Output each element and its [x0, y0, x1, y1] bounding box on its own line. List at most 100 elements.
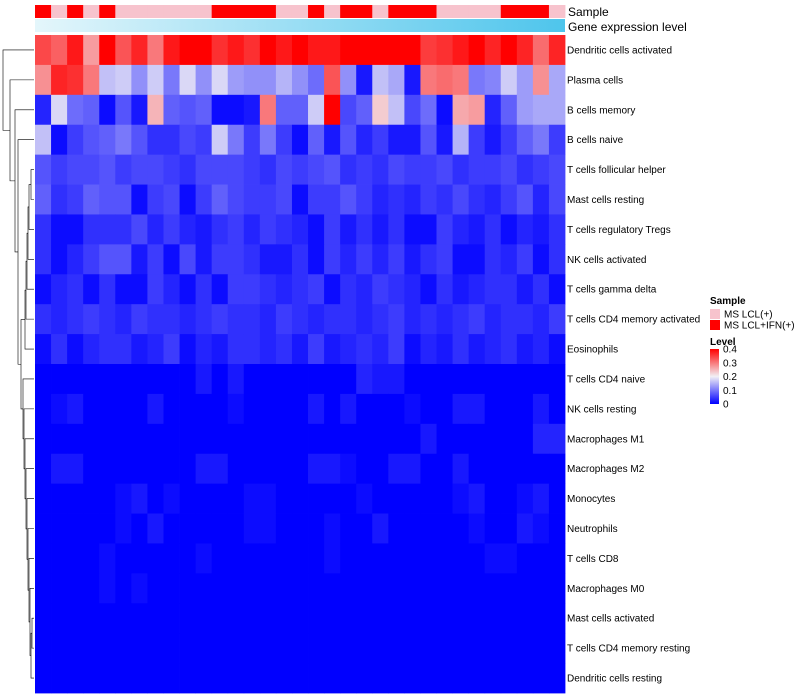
heatmap-cell — [388, 124, 405, 156]
heatmap-cell — [291, 633, 309, 664]
heatmap-cell — [243, 543, 261, 574]
heatmap-cell — [324, 423, 341, 455]
row-label: T cells CD8 — [567, 554, 619, 565]
heatmap-cell — [115, 603, 132, 634]
heatmap-cell — [179, 543, 197, 574]
heatmap-cell — [131, 244, 148, 275]
heatmap-cell — [179, 423, 197, 455]
heatmap-cell — [532, 633, 550, 664]
heatmap-cell — [340, 573, 357, 604]
heatmap-cell — [99, 543, 116, 574]
heatmap-cell — [532, 35, 550, 66]
heatmap-cell — [99, 453, 116, 485]
heatmap-cell — [291, 513, 309, 544]
heatmap-cell — [340, 184, 357, 215]
dendrogram-branch — [24, 289, 34, 350]
heatmap-cell — [324, 663, 341, 694]
heatmap-cell — [35, 184, 52, 215]
heatmap-cell — [340, 214, 357, 245]
heatmap-cell — [211, 453, 229, 485]
heatmap-cell — [179, 483, 197, 514]
heatmap-cell — [99, 184, 116, 215]
heatmap-cell — [67, 543, 84, 574]
heatmap-cell — [372, 214, 389, 245]
heatmap-cell — [452, 214, 470, 245]
heatmap-cell — [51, 334, 68, 365]
heatmap-cell — [324, 214, 341, 245]
heatmap-cell — [372, 364, 389, 395]
legend-swatch — [710, 309, 720, 319]
legend-level-tick: 0.3 — [723, 358, 737, 369]
heatmap-cell — [548, 483, 566, 514]
heatmap-cell — [115, 244, 132, 275]
heatmap-cell — [372, 184, 389, 215]
heatmap-cell — [420, 214, 437, 245]
heatmap-cell — [195, 244, 213, 275]
heatmap-cell — [179, 513, 197, 544]
heatmap-cell — [179, 603, 197, 634]
heatmap-cell — [83, 154, 100, 185]
heatmap-cell — [516, 274, 534, 305]
heatmap-cell — [275, 334, 293, 365]
heatmap-cell — [51, 364, 68, 395]
heatmap-cell — [404, 483, 421, 514]
heatmap-cell — [131, 633, 148, 664]
heatmap-cell — [115, 214, 132, 245]
heatmap-cell — [356, 64, 373, 96]
heatmap-cell — [372, 94, 389, 126]
heatmap-cell — [548, 663, 566, 694]
heatmap-cell — [211, 124, 229, 156]
heatmap-cell — [356, 334, 373, 365]
heatmap-cell — [388, 244, 405, 275]
heatmap-cell — [548, 513, 566, 544]
heatmap-cell — [35, 244, 52, 275]
heatmap-cell — [308, 543, 325, 574]
heatmap-cell — [227, 214, 245, 245]
heatmap-cell — [436, 244, 453, 275]
heatmap-cell — [516, 154, 534, 185]
heatmap-cell — [532, 214, 550, 245]
heatmap-cell — [51, 573, 68, 604]
heatmap-cell — [308, 274, 325, 305]
heatmap-cell — [436, 334, 453, 365]
heatmap-cell — [484, 633, 502, 664]
sample-annotation-cell — [516, 5, 534, 18]
heatmap-cell — [147, 423, 164, 455]
heatmap-cell — [404, 124, 421, 156]
heatmap-cell — [99, 663, 116, 694]
heatmap-cell — [516, 453, 534, 485]
heatmap-cell — [227, 543, 245, 574]
heatmap-cell — [532, 244, 550, 275]
heatmap-cell — [372, 573, 389, 604]
heatmap-cells — [35, 35, 566, 694]
heatmap-cell — [259, 244, 277, 275]
heatmap-cell — [227, 184, 245, 215]
heatmap-cell — [484, 274, 502, 305]
heatmap-cell — [484, 423, 502, 455]
heatmap-cell — [275, 423, 293, 455]
heatmap-cell — [468, 334, 486, 365]
heatmap-cell — [516, 244, 534, 275]
heatmap-cell — [211, 154, 229, 185]
heatmap-cell — [35, 453, 52, 485]
heatmap-cell — [131, 573, 148, 604]
heatmap-cell — [99, 244, 116, 275]
heatmap-cell — [436, 154, 453, 185]
heatmap-cell — [83, 453, 100, 485]
heatmap-cell — [468, 94, 486, 126]
heatmap-cell — [147, 214, 164, 245]
heatmap-cell — [516, 423, 534, 455]
heatmap-cell — [420, 393, 437, 425]
heatmap-cell — [131, 274, 148, 305]
heatmap-cell — [484, 244, 502, 275]
heatmap-cell — [275, 274, 293, 305]
heatmap-cell — [532, 543, 550, 574]
heatmap-cell — [532, 64, 550, 96]
heatmap-cell — [484, 393, 502, 425]
heatmap-cell — [420, 334, 437, 365]
heatmap-cell — [548, 64, 566, 96]
row-label: Mast cells activated — [567, 614, 654, 625]
heatmap-cell — [291, 274, 309, 305]
heatmap-cell — [115, 35, 132, 66]
heatmap-cell — [500, 184, 518, 215]
